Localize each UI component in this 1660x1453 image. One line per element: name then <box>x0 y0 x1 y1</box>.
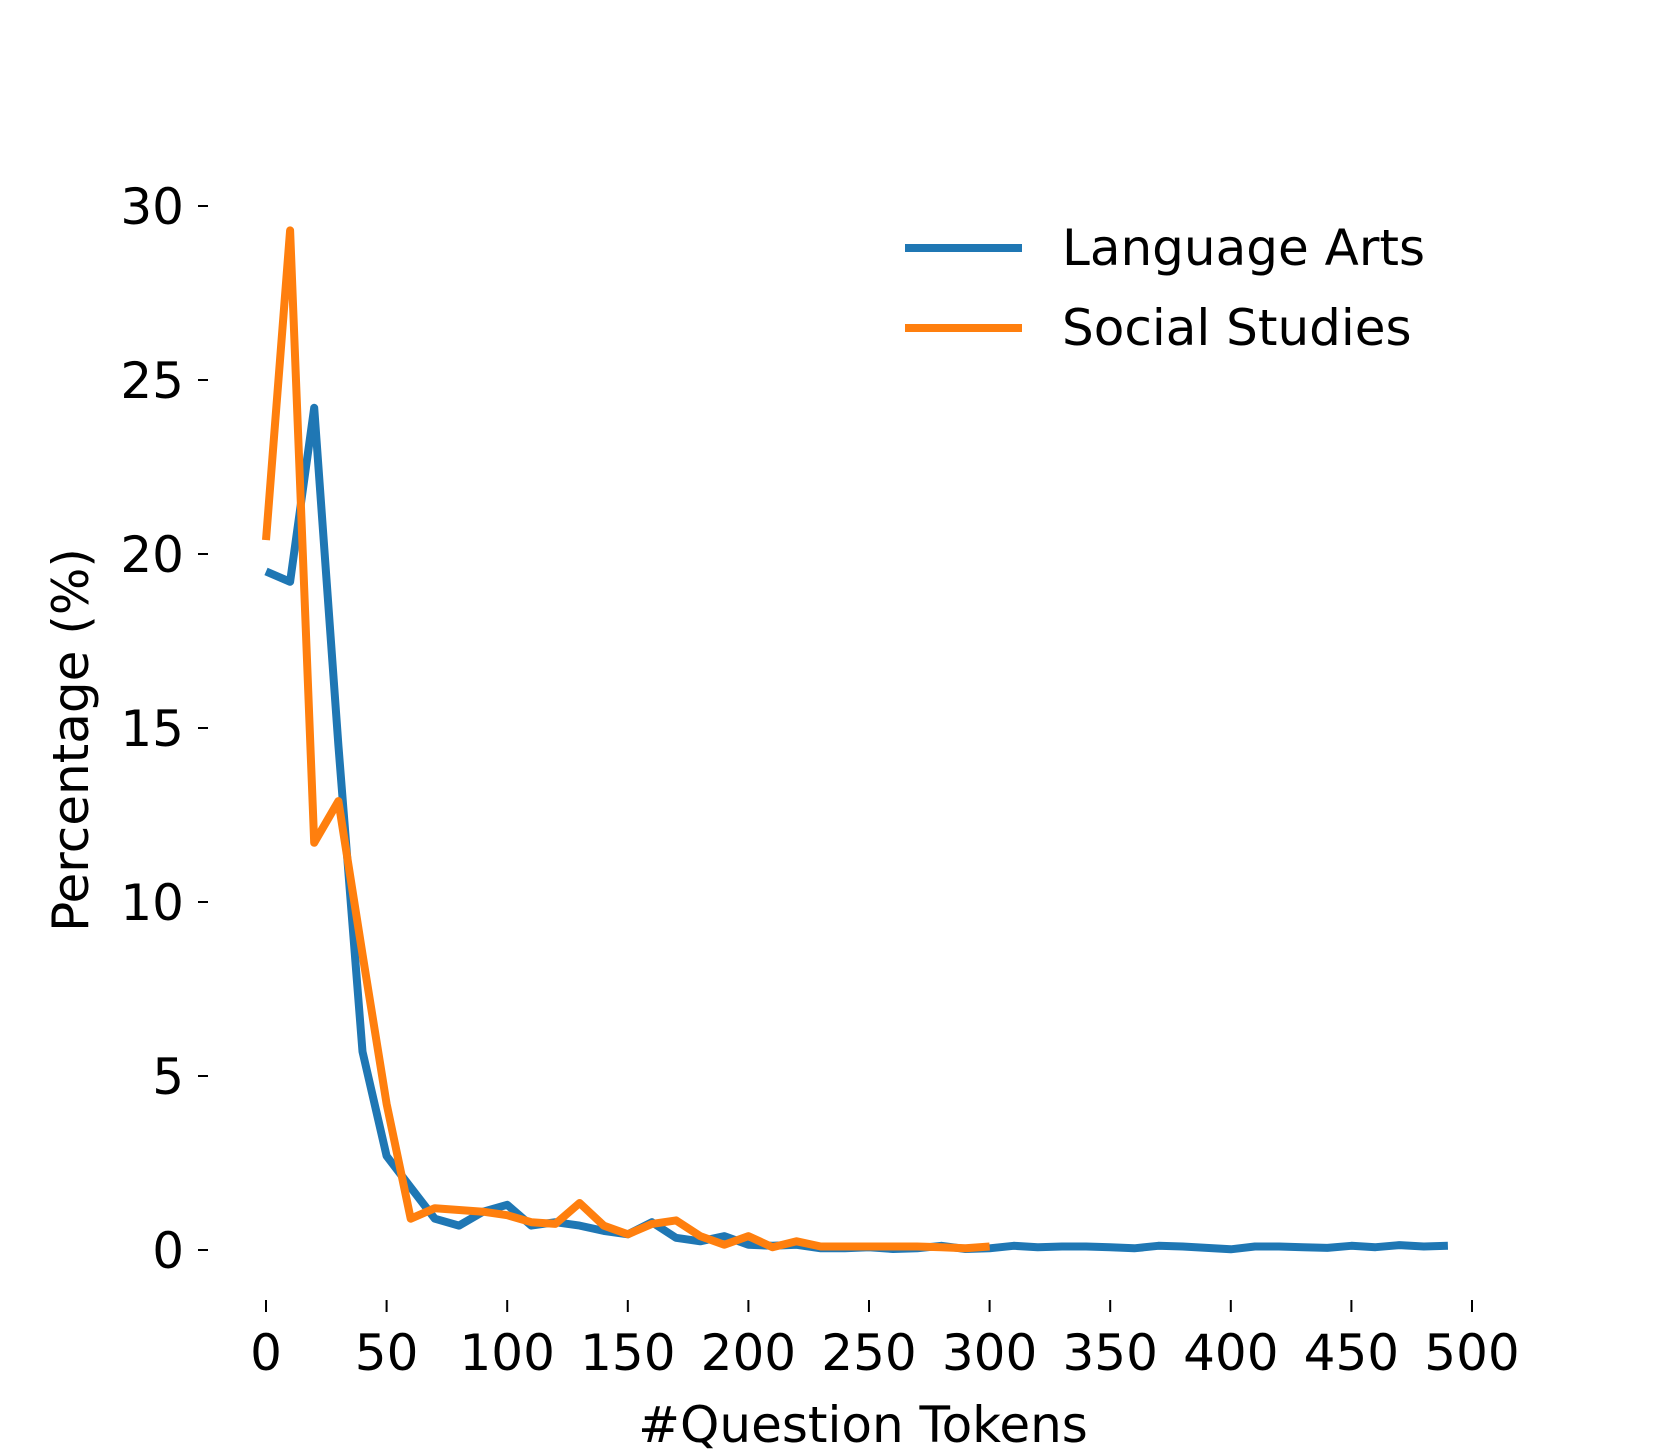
x-tick-label: 500 <box>1424 1324 1519 1382</box>
legend-label-language-arts: Language Arts <box>1062 219 1425 277</box>
y-tick-label: 10 <box>120 874 184 932</box>
y-tick-label: 25 <box>120 352 184 410</box>
x-tick-label: 250 <box>821 1324 916 1382</box>
legend-label-social-studies: Social Studies <box>1062 299 1412 357</box>
series-line-language-arts <box>264 403 1449 1254</box>
y-tick-label: 30 <box>120 178 184 236</box>
x-tick-label: 100 <box>459 1324 554 1382</box>
legend: Language Arts Social Studies <box>905 219 1425 357</box>
x-tick-label: 300 <box>942 1324 1037 1382</box>
x-tick-label: 150 <box>580 1324 675 1382</box>
series-line-social-studies <box>262 226 990 1253</box>
y-tick-label: 5 <box>152 1048 184 1106</box>
y-tick-label: 15 <box>120 700 184 758</box>
x-tick-label: 200 <box>701 1324 796 1382</box>
y-axis-ticks: 0 5 10 15 20 25 30 <box>120 178 208 1280</box>
series-lines <box>262 226 1449 1254</box>
x-axis-label: #Question Tokens <box>638 1396 1088 1453</box>
x-tick-label: 400 <box>1183 1324 1278 1382</box>
x-tick-label: 0 <box>250 1324 282 1382</box>
x-axis-ticks: 0 50 100 150 200 250 300 350 400 450 500 <box>250 1300 1520 1382</box>
y-tick-label: 20 <box>120 526 184 584</box>
y-tick-label: 0 <box>152 1222 184 1280</box>
x-tick-label: 350 <box>1062 1324 1157 1382</box>
x-tick-label: 50 <box>355 1324 419 1382</box>
y-axis-label: Percentage (%) <box>42 548 100 932</box>
x-tick-label: 450 <box>1304 1324 1399 1382</box>
